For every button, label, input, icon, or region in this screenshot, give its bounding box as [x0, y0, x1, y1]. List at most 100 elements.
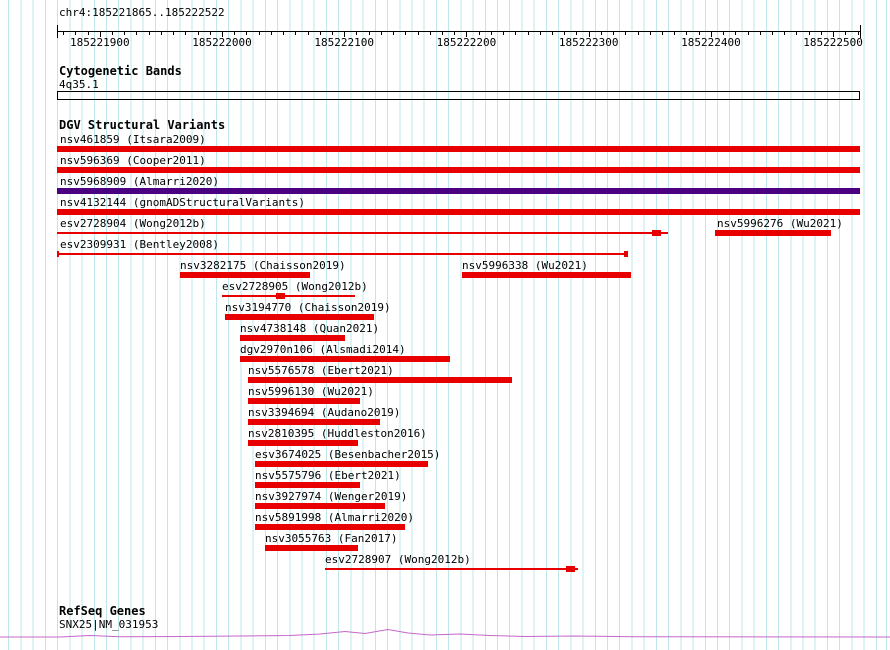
variant-bar[interactable] [248, 377, 512, 383]
variant-label: nsv4132144 (gnomADStructuralVariants) [60, 196, 306, 209]
variant-bar[interactable] [225, 314, 374, 320]
ruler-tick-label: 185222000 [192, 36, 252, 49]
variant-bar[interactable] [248, 440, 358, 446]
variant-mark [624, 251, 628, 257]
ruler-minor-tick [307, 32, 309, 35]
ruler-minor-tick [442, 32, 443, 35]
variant-bar[interactable] [462, 272, 631, 278]
ruler-minor-tick [454, 32, 456, 35]
ruler-minor-tick [649, 32, 651, 35]
variant-bar[interactable] [248, 419, 380, 425]
variant-bar[interactable] [57, 188, 860, 194]
variant-bar[interactable] [57, 167, 860, 173]
ruler-tick-label: 185222100 [314, 36, 374, 49]
ruler-minor-tick [686, 32, 688, 35]
variant-line[interactable] [325, 568, 578, 570]
ruler-endcap-left [57, 25, 58, 38]
ruler-minor-tick [662, 32, 663, 35]
ruler-baseline [57, 31, 860, 32]
ruler-minor-tick [356, 32, 358, 35]
ruler-minor-tick [735, 32, 737, 35]
variant-mark [276, 293, 285, 299]
ruler-minor-tick [576, 32, 578, 35]
variant-bar[interactable] [240, 335, 345, 341]
cytoband-glyph[interactable] [57, 91, 860, 100]
variant-line[interactable] [57, 232, 668, 234]
track-title-cytogenetic-bands: Cytogenetic Bands [59, 64, 182, 78]
ruler-minor-tick [429, 32, 431, 35]
ruler-minor-tick [197, 32, 199, 35]
ruler-minor-tick [478, 32, 480, 35]
variant-label: nsv5891998 (Almarri2020) [255, 511, 414, 524]
ruler-minor-tick [600, 32, 602, 35]
variant-label: nsv5575796 (Ebert2021) [255, 469, 401, 482]
ruler-minor-tick [564, 32, 566, 35]
refseq-gene-line [0, 628, 890, 638]
ruler-minor-tick [808, 32, 810, 35]
variant-bar[interactable] [255, 503, 385, 509]
ruler-minor-tick [160, 32, 162, 35]
ruler-minor-tick [246, 32, 248, 35]
ruler-minor-tick [784, 32, 786, 35]
variant-bar[interactable] [248, 398, 360, 404]
ruler-minor-tick [637, 32, 639, 35]
variant-bar[interactable] [255, 482, 360, 488]
region-coordinates: chr4:185221865..185222522 [59, 6, 225, 19]
ruler-minor-tick [368, 32, 370, 35]
ruler-major-tick [222, 32, 223, 37]
ruler-major-tick [99, 32, 101, 37]
ruler-minor-tick [723, 32, 725, 35]
variant-bar[interactable] [57, 146, 860, 152]
variant-bar[interactable] [255, 461, 428, 467]
ruler-major-tick [710, 32, 712, 37]
track-title-dgv-structural-variants: DGV Structural Variants [59, 118, 226, 132]
ruler-minor-tick [759, 32, 761, 35]
ruler-major-tick [588, 32, 590, 37]
ruler-minor-tick [405, 32, 407, 35]
ruler-minor-tick [136, 32, 138, 35]
ruler-minor-tick [527, 32, 529, 35]
variant-bar[interactable] [715, 230, 831, 236]
ruler-minor-tick [503, 32, 505, 35]
variant-bar[interactable] [240, 356, 450, 362]
variant-bar[interactable] [180, 272, 310, 278]
ruler-endcap-right [860, 25, 861, 38]
variant-label: esv2309931 (Bentley2008) [60, 238, 219, 251]
ruler-minor-tick [393, 32, 395, 35]
variant-bar[interactable] [255, 524, 405, 530]
variant-bar[interactable] [265, 545, 358, 551]
ruler-tick-label: 185222300 [558, 36, 619, 49]
variant-label: dgv2970n106 (Alsmadi2014) [240, 343, 406, 356]
ruler-minor-tick [613, 32, 615, 35]
refseq-gene-glyph[interactable] [0, 622, 890, 648]
variant-line[interactable] [57, 253, 628, 255]
variant-mark [57, 251, 59, 257]
ruler-minor-tick [747, 32, 749, 35]
ruler-minor-tick [185, 32, 187, 35]
ruler-minor-tick [234, 32, 236, 35]
variant-label: nsv5996276 (Wu2021) [717, 217, 843, 230]
ruler-minor-tick [674, 32, 676, 35]
ruler-minor-tick [209, 32, 211, 35]
variant-label: nsv2810395 (Huddleston2016) [248, 427, 427, 440]
track-title-refseq-genes: RefSeq Genes [59, 604, 146, 618]
variant-label: nsv596369 (Cooper2011) [60, 154, 206, 167]
variant-line[interactable] [222, 295, 355, 297]
ruler-minor-tick [552, 32, 553, 35]
ruler-minor-tick [698, 32, 700, 35]
ruler-minor-tick [772, 32, 773, 35]
ruler-minor-tick [417, 32, 419, 35]
ruler-minor-tick [796, 32, 798, 35]
ruler-major-tick [344, 32, 346, 37]
variant-label: nsv5996130 (Wu2021) [248, 385, 374, 398]
variant-label: nsv5996338 (Wu2021) [462, 259, 588, 272]
ruler-minor-tick [820, 32, 822, 35]
variant-label: nsv5576578 (Ebert2021) [248, 364, 394, 377]
variant-bar[interactable] [57, 209, 860, 215]
variant-label: esv3674025 (Besenbacher2015) [255, 448, 441, 461]
ruler-minor-tick [87, 32, 89, 35]
variant-label: nsv3394694 (Audano2019) [248, 406, 401, 419]
ruler-minor-tick [75, 32, 77, 35]
ruler-tick-label: 185222500 [803, 36, 863, 49]
variant-label: esv2728904 (Wong2012b) [60, 217, 206, 230]
